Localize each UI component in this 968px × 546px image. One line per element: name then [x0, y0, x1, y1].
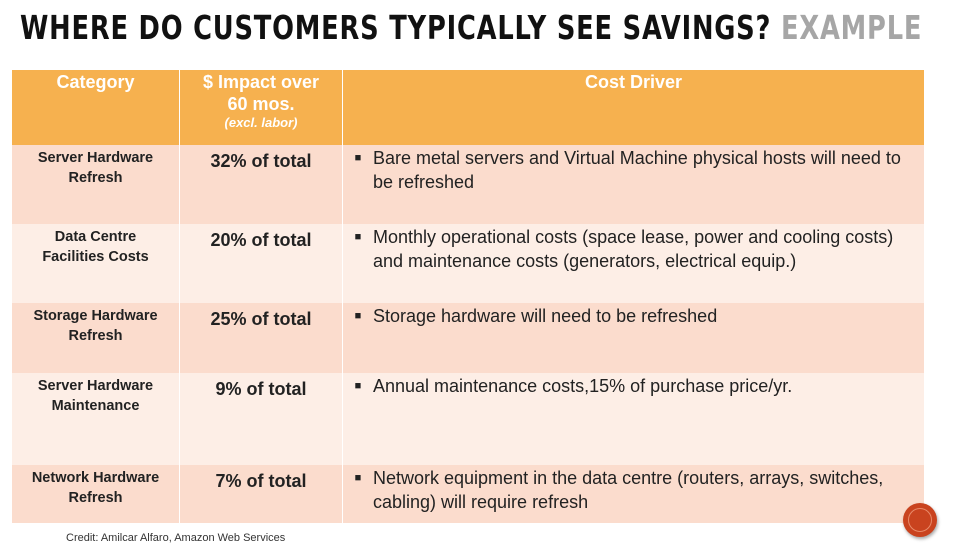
- driver-cell: ■ Annual maintenance costs,15% of purcha…: [342, 373, 925, 465]
- slide-title-accent: Example: [780, 8, 923, 47]
- savings-table: Category $ Impact over 60 mos. (excl. la…: [11, 70, 925, 523]
- impact-cell: 20% of total: [179, 224, 343, 303]
- header-driver: Cost Driver: [342, 70, 925, 145]
- category-cell: Storage Hardware Refresh: [11, 303, 180, 373]
- impact-cell: 7% of total: [179, 465, 343, 523]
- table-row: Network Hardware Refresh 7% of total ■ N…: [11, 465, 925, 523]
- square-bullet-icon: ■: [354, 152, 362, 164]
- credit-text: Credit: Amilcar Alfaro, Amazon Web Servi…: [66, 532, 286, 544]
- square-bullet-icon: ■: [354, 472, 362, 484]
- category-cell: Network Hardware Refresh: [11, 465, 180, 523]
- header-impact-note: (excl. labor): [224, 115, 298, 130]
- driver-cell: ■ Bare metal servers and Virtual Machine…: [342, 145, 925, 224]
- impact-cell: 9% of total: [179, 373, 343, 465]
- slide-title: Where do customers typically see savings…: [20, 8, 922, 47]
- driver-cell: ■ Monthly operational costs (space lease…: [342, 224, 925, 303]
- slide-title-main: Where do customers typically see savings…: [20, 8, 772, 47]
- header-impact: $ Impact over 60 mos. (excl. labor): [179, 70, 343, 145]
- table-row: Storage Hardware Refresh 25% of total ■ …: [11, 303, 925, 373]
- header-category: Category: [11, 70, 180, 145]
- category-cell: Server Hardware Maintenance: [11, 373, 180, 465]
- driver-cell: ■ Storage hardware will need to be refre…: [342, 303, 925, 373]
- table-header-row: Category $ Impact over 60 mos. (excl. la…: [11, 70, 925, 145]
- square-bullet-icon: ■: [354, 380, 362, 392]
- table-row: Data Centre Facilities Costs 20% of tota…: [11, 224, 925, 303]
- circle-logo-icon: [903, 503, 937, 537]
- square-bullet-icon: ■: [354, 231, 362, 243]
- impact-cell: 32% of total: [179, 145, 343, 224]
- driver-cell: ■ Network equipment in the data centre (…: [342, 465, 925, 523]
- table-row: Server Hardware Maintenance 9% of total …: [11, 373, 925, 465]
- impact-cell: 25% of total: [179, 303, 343, 373]
- table-row: Server Hardware Refresh 32% of total ■ B…: [11, 145, 925, 224]
- category-cell: Data Centre Facilities Costs: [11, 224, 180, 303]
- square-bullet-icon: ■: [354, 310, 362, 322]
- category-cell: Server Hardware Refresh: [11, 145, 180, 224]
